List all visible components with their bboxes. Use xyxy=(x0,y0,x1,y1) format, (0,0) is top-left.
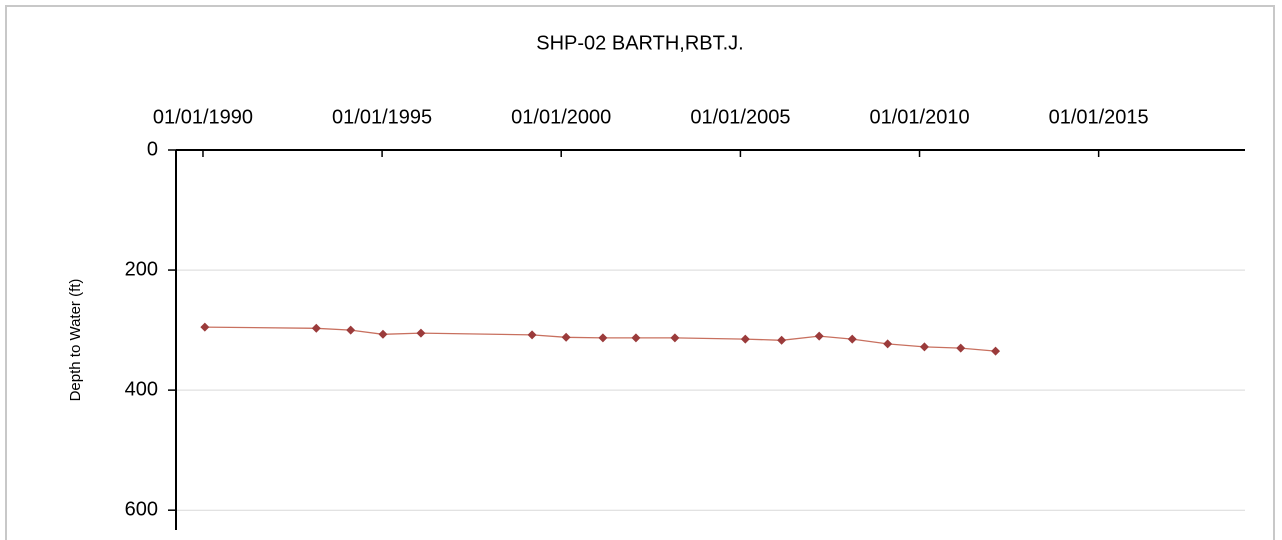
data-point xyxy=(378,329,388,339)
y-tick-label: 600 xyxy=(125,498,158,520)
x-tick-label: 01/01/2010 xyxy=(869,106,969,128)
data-point xyxy=(561,332,571,342)
data-point xyxy=(847,334,857,344)
data-point xyxy=(670,333,680,343)
x-tick-label: 01/01/2005 xyxy=(690,106,790,128)
series-line xyxy=(204,326,996,352)
x-tick-label: 01/01/1990 xyxy=(153,106,253,128)
data-point xyxy=(883,339,893,349)
data-point xyxy=(919,342,929,352)
data-point xyxy=(991,346,1001,356)
data-point xyxy=(416,328,426,338)
x-tick-label: 01/01/2015 xyxy=(1049,106,1149,128)
y-tick-label: 0 xyxy=(147,138,158,160)
data-point xyxy=(631,333,641,343)
frame xyxy=(5,5,1275,540)
x-tick-label: 01/01/1995 xyxy=(332,106,432,128)
data-point xyxy=(598,333,608,343)
data-point xyxy=(527,330,537,340)
chart-title: SHP-02 BARTH,RBT.J. xyxy=(536,32,743,54)
data-point xyxy=(956,343,966,353)
data-point xyxy=(740,334,750,344)
y-tick-label: 200 xyxy=(125,258,158,280)
y-axis-label: Depth to Water (ft) xyxy=(67,279,84,402)
x-tick-label: 01/01/2000 xyxy=(511,106,611,128)
data-point xyxy=(814,331,824,341)
y-tick-label: 400 xyxy=(125,378,158,400)
data-point xyxy=(200,322,210,332)
data-point xyxy=(311,323,321,333)
data-point xyxy=(346,325,356,335)
data-point xyxy=(777,335,787,345)
